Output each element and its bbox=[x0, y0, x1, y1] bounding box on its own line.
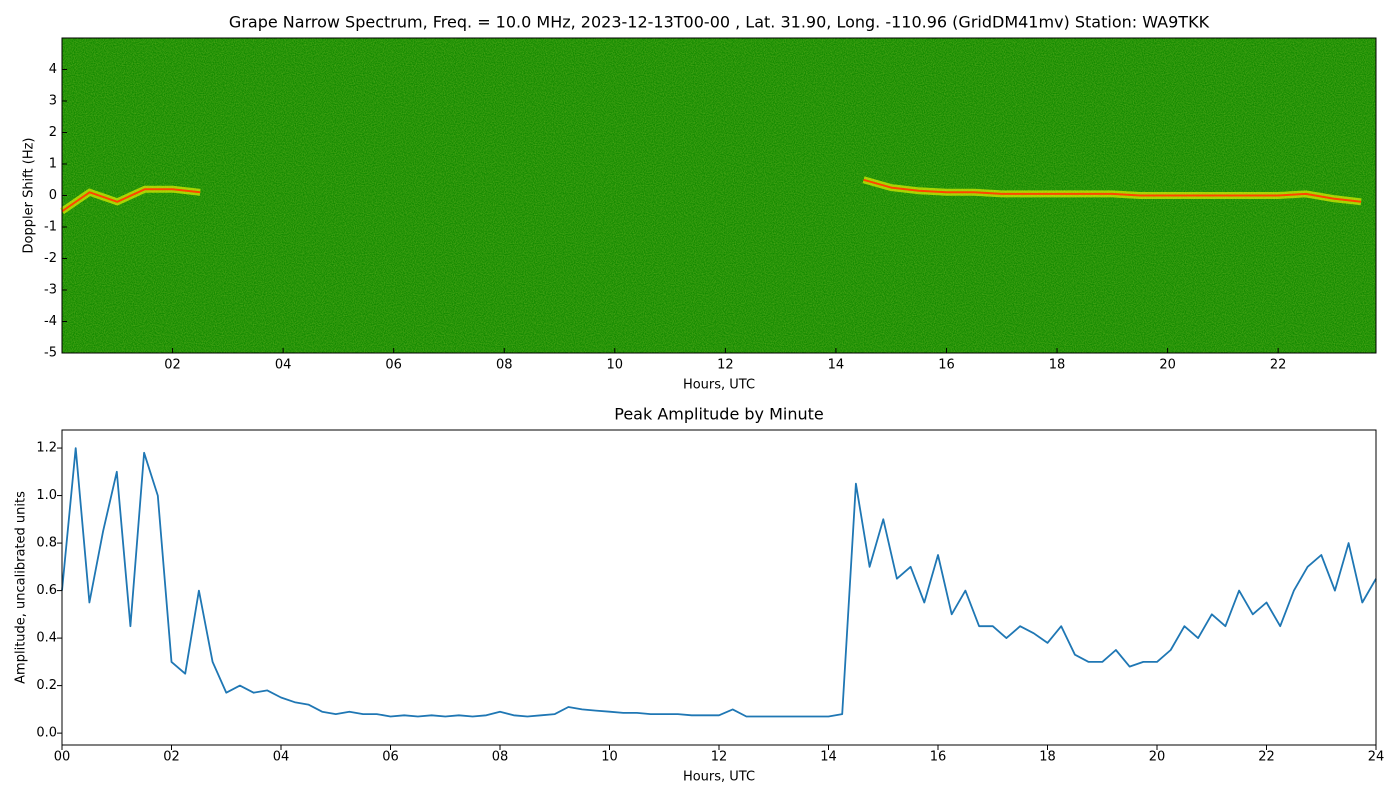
y-tick-label: -1 bbox=[44, 220, 57, 235]
plot-frame bbox=[61, 429, 1377, 746]
amplitude-line bbox=[61, 447, 1377, 718]
y-tick-label: 0.4 bbox=[36, 631, 57, 646]
y-tick-label: 1.0 bbox=[36, 488, 57, 503]
y-tick-label: 1.2 bbox=[36, 441, 57, 456]
x-tick-label: 04 bbox=[273, 750, 290, 765]
y-tick-label: 4 bbox=[49, 62, 57, 77]
x-tick-label: 14 bbox=[820, 750, 837, 765]
x-tick-label: 16 bbox=[938, 358, 955, 373]
y-axis-label: Doppler Shift (Hz) bbox=[22, 138, 37, 254]
x-tick-label: 16 bbox=[930, 750, 947, 765]
x-tick-label: 08 bbox=[496, 358, 513, 373]
chart-title: Grape Narrow Spectrum, Freq. = 10.0 MHz,… bbox=[229, 13, 1210, 32]
x-tick-label: 08 bbox=[492, 750, 509, 765]
y-tick-label: 0 bbox=[49, 188, 57, 203]
y-tick-label: 1 bbox=[49, 157, 57, 172]
y-tick-label: 0.2 bbox=[36, 678, 57, 693]
x-tick-label: 24 bbox=[1368, 750, 1385, 765]
y-axis-label: Amplitude, uncalibrated units bbox=[14, 491, 29, 684]
y-tick-label: 0.0 bbox=[36, 726, 57, 741]
chart-title: Peak Amplitude by Minute bbox=[614, 405, 824, 424]
x-axis-label: Hours, UTC bbox=[683, 770, 755, 785]
x-tick-label: 10 bbox=[601, 750, 618, 765]
x-tick-label: 14 bbox=[828, 358, 845, 373]
y-tick-label: 0.8 bbox=[36, 536, 57, 551]
y-tick-label: -2 bbox=[44, 251, 57, 266]
x-tick-label: 20 bbox=[1149, 750, 1166, 765]
x-tick-label: 04 bbox=[275, 358, 292, 373]
y-tick-label: 2 bbox=[49, 125, 57, 140]
x-tick-label: 20 bbox=[1159, 358, 1176, 373]
x-tick-label: 00 bbox=[54, 750, 71, 765]
x-tick-label: 18 bbox=[1049, 358, 1066, 373]
x-axis-label: Hours, UTC bbox=[683, 378, 755, 393]
x-tick-label: 02 bbox=[164, 358, 181, 373]
x-tick-label: 02 bbox=[163, 750, 180, 765]
y-tick-label: 3 bbox=[49, 94, 57, 109]
x-tick-label: 06 bbox=[385, 358, 402, 373]
x-tick-label: 06 bbox=[382, 750, 399, 765]
x-tick-label: 18 bbox=[1039, 750, 1056, 765]
doppler-trace bbox=[61, 178, 1362, 213]
x-tick-label: 10 bbox=[607, 358, 624, 373]
x-tick-label: 12 bbox=[717, 358, 734, 373]
y-tick-label: -3 bbox=[44, 283, 57, 298]
y-tick-label: 0.6 bbox=[36, 583, 57, 598]
x-tick-label: 12 bbox=[711, 750, 728, 765]
y-tick-label: -5 bbox=[44, 346, 57, 361]
x-tick-label: 22 bbox=[1258, 750, 1275, 765]
x-tick-label: 22 bbox=[1270, 358, 1287, 373]
y-tick-label: -4 bbox=[44, 314, 57, 329]
